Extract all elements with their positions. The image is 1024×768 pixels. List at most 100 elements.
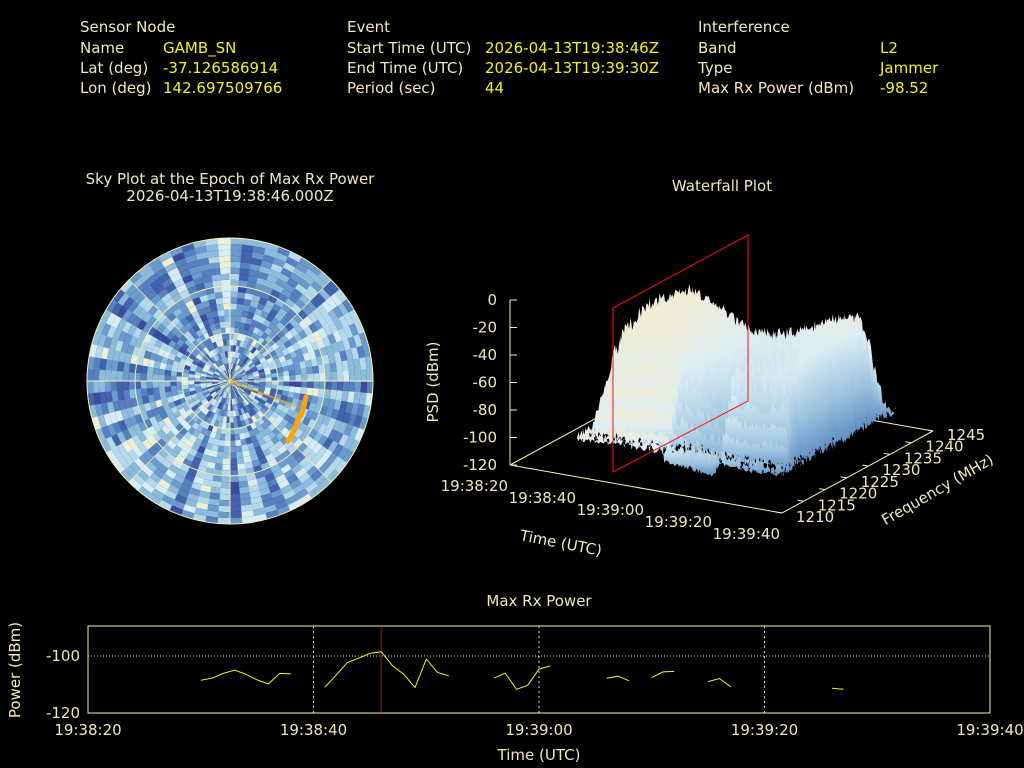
sky-cell xyxy=(268,444,278,454)
sky-cell xyxy=(179,289,191,299)
sky-cell xyxy=(259,377,266,382)
sky-cell xyxy=(124,352,133,364)
sky-cell xyxy=(146,342,155,353)
sky-cell xyxy=(86,380,94,394)
sky-cell xyxy=(337,302,349,316)
sky-cell xyxy=(232,410,237,417)
sky-cell xyxy=(148,415,158,426)
sky-cell xyxy=(166,358,175,366)
sky-cell xyxy=(255,476,267,485)
sky-cell xyxy=(217,408,223,416)
sky-cell xyxy=(191,271,203,281)
sky-cell xyxy=(147,394,156,403)
sky-cell xyxy=(222,452,230,459)
sky-cell xyxy=(197,363,205,369)
sky-cell xyxy=(182,384,189,390)
sky-cell xyxy=(173,399,182,407)
sky-cell xyxy=(220,267,231,275)
sky-cell xyxy=(205,238,219,246)
sky-cell xyxy=(318,461,331,475)
sky-cell xyxy=(212,341,218,349)
sky-cell xyxy=(230,291,239,298)
sky-cell xyxy=(232,345,237,352)
sky-cell xyxy=(153,360,161,369)
sky-cell xyxy=(116,430,127,444)
sky-cell xyxy=(136,469,150,482)
sky-cell xyxy=(291,463,303,475)
sky-cell xyxy=(316,445,328,459)
sky-cell xyxy=(184,280,196,290)
sky-cell xyxy=(197,393,205,399)
sky-cell xyxy=(194,302,204,311)
sky-cell xyxy=(174,494,188,505)
sky-cell xyxy=(92,368,100,381)
sky-cell xyxy=(209,323,217,331)
sky-cell xyxy=(196,344,204,352)
sky-cell xyxy=(244,412,251,419)
sky-cell xyxy=(317,327,328,339)
sky-cell xyxy=(343,436,355,451)
sky-cell xyxy=(162,416,172,426)
sky-cell xyxy=(179,483,192,493)
sky-cell xyxy=(232,386,235,393)
sky-cell xyxy=(251,251,265,261)
sky-cell xyxy=(200,357,208,364)
sky-cell xyxy=(249,402,256,409)
sky-cell xyxy=(241,400,248,407)
sky-cell xyxy=(242,413,248,421)
sky-cell xyxy=(219,339,224,347)
sky-cell xyxy=(326,469,340,483)
sky-cell xyxy=(269,463,281,473)
sky-cell xyxy=(250,408,257,416)
sky-cell xyxy=(233,333,239,340)
sky-cell xyxy=(206,385,214,390)
sky-cell xyxy=(258,371,266,376)
sky-cell xyxy=(264,280,276,290)
sky-cell xyxy=(210,268,222,276)
sky-cell xyxy=(165,282,177,294)
sky-cell xyxy=(141,268,156,281)
sky-cell xyxy=(141,365,148,374)
sky-cell xyxy=(242,348,248,356)
sky-cell xyxy=(271,449,282,459)
sky-cell xyxy=(272,257,286,268)
sky-cell xyxy=(166,396,174,404)
sky-cell xyxy=(197,403,205,411)
sky-cell xyxy=(92,380,100,393)
sky-cell xyxy=(248,484,260,493)
sky-cell xyxy=(358,332,369,347)
sky-cell xyxy=(264,335,273,344)
sky-cell xyxy=(229,422,235,429)
sky-cell xyxy=(230,237,244,245)
sky-cell xyxy=(301,381,308,389)
sky-cell xyxy=(215,297,224,305)
sky-cell xyxy=(297,339,306,349)
sky-cell xyxy=(239,498,252,506)
sky-cell xyxy=(235,381,242,384)
sky-cell xyxy=(238,486,250,494)
sky-cell xyxy=(141,284,154,297)
sky-cell xyxy=(231,369,235,376)
sky-cell xyxy=(275,415,284,424)
sky-cell xyxy=(256,277,268,286)
sky-cell xyxy=(202,275,213,284)
sky-cell xyxy=(245,437,253,445)
sky-cell xyxy=(341,360,349,372)
sky-cell xyxy=(278,410,287,419)
sky-cell xyxy=(356,403,365,418)
sky-cell xyxy=(213,393,219,400)
sky-cell xyxy=(322,312,334,325)
sky-cell xyxy=(236,358,241,365)
sky-cell xyxy=(266,357,274,364)
sky-cell xyxy=(277,479,290,490)
sky-cell xyxy=(212,377,219,380)
sky-cell xyxy=(224,321,231,328)
sky-cell xyxy=(348,309,360,324)
sky-cell xyxy=(210,304,218,312)
sky-cell xyxy=(341,390,349,403)
sky-cell xyxy=(218,382,225,386)
sky-cell xyxy=(216,368,222,374)
sky-cell xyxy=(202,391,210,396)
sky-cell xyxy=(226,392,229,399)
sky-cell xyxy=(220,345,225,353)
